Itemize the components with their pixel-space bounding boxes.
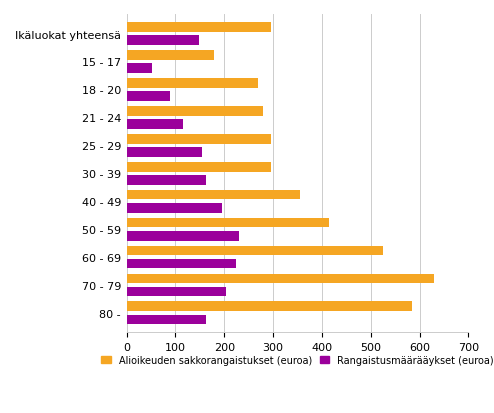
Bar — [126, 23, 271, 33]
Bar — [126, 92, 169, 102]
Bar — [126, 302, 412, 311]
Bar — [126, 287, 226, 297]
Bar — [126, 64, 152, 74]
Bar — [126, 231, 239, 241]
Bar — [126, 246, 383, 256]
Bar — [126, 190, 300, 200]
Bar — [126, 107, 263, 116]
Bar — [126, 120, 183, 130]
Bar — [126, 147, 202, 157]
Bar — [126, 51, 214, 61]
Bar — [126, 176, 206, 185]
Bar — [126, 79, 258, 88]
Legend: Alioikeuden sakkorangaistukset (euroa), Rangaistusmäärääykset (euroa): Alioikeuden sakkorangaistukset (euroa), … — [97, 351, 494, 369]
Bar — [126, 203, 222, 213]
Bar — [126, 218, 329, 228]
Bar — [126, 259, 237, 269]
Bar — [126, 135, 271, 144]
Bar — [126, 36, 199, 46]
Bar — [126, 162, 271, 172]
Bar — [126, 315, 206, 325]
Bar — [126, 274, 434, 284]
